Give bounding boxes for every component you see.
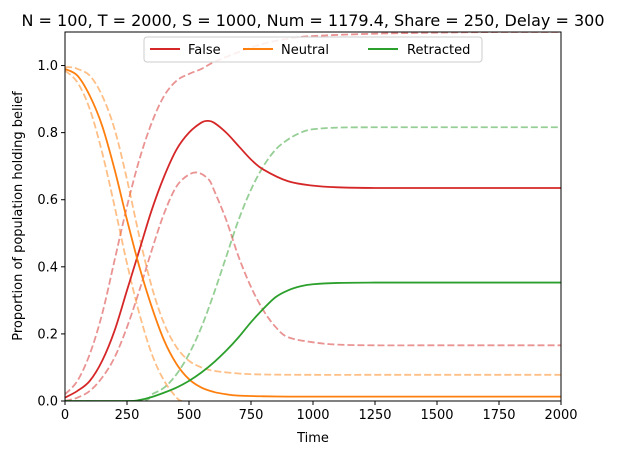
y-tick-label: 0.8 (37, 126, 58, 141)
x-tick-label: 250 (115, 408, 140, 423)
x-tick-label: 1750 (482, 408, 515, 423)
x-axis-label: Time (296, 431, 329, 446)
legend: False Neutral Retracted (143, 36, 483, 63)
series-line-false (65, 119, 561, 399)
series-line-retracted (65, 281, 561, 401)
series-line-dashed-5 (65, 66, 561, 376)
x-axis-ticks: 0 250 500 750 1000 1250 1500 1750 2000 (61, 401, 578, 423)
y-tick-label: 0.4 (37, 260, 58, 275)
y-tick-label: 0.0 (37, 395, 58, 410)
x-tick-label: 1500 (420, 408, 453, 423)
legend-label-false: False (188, 43, 221, 58)
x-tick-label: 1250 (358, 408, 391, 423)
legend-label-neutral: Neutral (281, 43, 329, 58)
series-line-neutral (65, 68, 561, 398)
x-tick-label: 2000 (544, 408, 577, 423)
x-tick-label: 1000 (296, 408, 329, 423)
series-line-dashed-3 (65, 32, 561, 395)
x-tick-label: 750 (239, 408, 264, 423)
legend-box (143, 36, 483, 63)
plot-lines (65, 32, 561, 401)
series-line-dashed-7 (65, 126, 561, 401)
legend-label-retracted: Retracted (407, 43, 470, 58)
y-tick-label: 0.6 (37, 193, 58, 208)
y-tick-label: 0.2 (37, 327, 58, 342)
x-tick-label: 500 (177, 408, 202, 423)
y-axis-label: Proportion of population holding belief (11, 91, 26, 341)
y-tick-label: 1.0 (37, 59, 58, 74)
chart-title: N = 100, T = 2000, S = 1000, Num = 1179.… (21, 11, 604, 30)
series-line-dashed-6 (65, 69, 183, 401)
x-tick-label: 0 (61, 408, 69, 423)
series-line-dashed-4 (65, 171, 561, 401)
y-axis-ticks: 0.0 0.2 0.4 0.6 0.8 1.0 (37, 59, 65, 410)
